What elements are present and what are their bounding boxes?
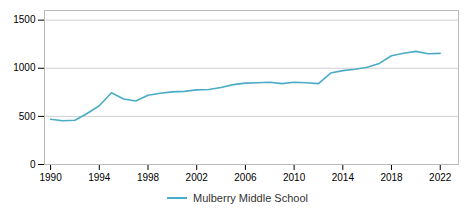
- html-text:Mulberry Middle School: Mulberry Middle School: [193, 192, 308, 204]
- svg-text:2006: 2006: [234, 172, 257, 183]
- svg-text:2022: 2022: [429, 172, 452, 183]
- svg-text:1998: 1998: [137, 172, 160, 183]
- svg-text:1000: 1000: [13, 62, 36, 73]
- svg-text:0: 0: [30, 159, 36, 170]
- svg-text:500: 500: [19, 111, 36, 122]
- svg-text:2014: 2014: [332, 172, 355, 183]
- svg-text:2002: 2002: [186, 172, 209, 183]
- svg-text:2018: 2018: [380, 172, 403, 183]
- svg-text:1994: 1994: [88, 172, 111, 183]
- svg-text:2010: 2010: [283, 172, 306, 183]
- svg-text:1990: 1990: [39, 172, 62, 183]
- svg-text:1500: 1500: [13, 14, 36, 25]
